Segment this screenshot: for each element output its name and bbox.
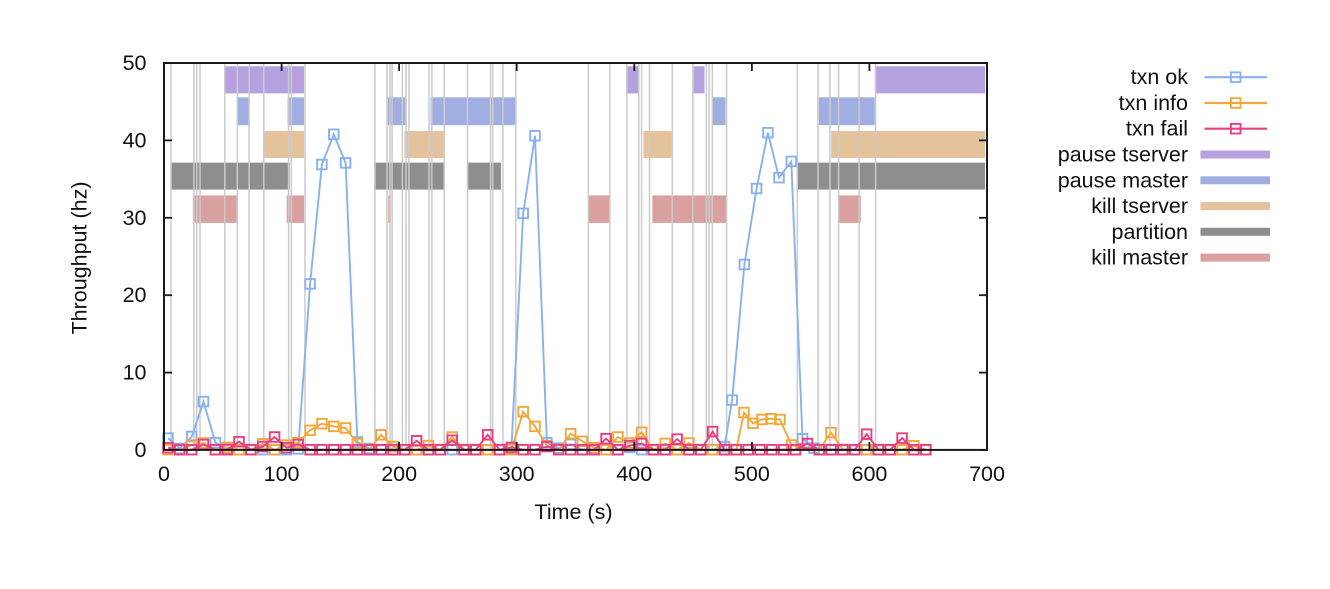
svg-text:30: 30 — [123, 206, 147, 230]
svg-text:400: 400 — [616, 462, 652, 486]
svg-text:500: 500 — [734, 462, 770, 486]
svg-text:txn info: txn info — [1119, 91, 1188, 115]
svg-text:10: 10 — [123, 361, 147, 385]
svg-text:txn ok: txn ok — [1131, 65, 1189, 89]
svg-text:pause master: pause master — [1058, 168, 1188, 192]
svg-text:kill master: kill master — [1091, 246, 1188, 270]
svg-text:200: 200 — [381, 462, 417, 486]
svg-text:300: 300 — [499, 462, 535, 486]
svg-text:100: 100 — [264, 462, 300, 486]
svg-text:20: 20 — [123, 283, 147, 307]
svg-text:txn fail: txn fail — [1126, 117, 1188, 141]
svg-text:kill tserver: kill tserver — [1091, 194, 1188, 218]
svg-text:0: 0 — [135, 438, 147, 462]
svg-text:partition: partition — [1112, 220, 1189, 244]
svg-text:pause tserver: pause tserver — [1058, 143, 1188, 167]
svg-text:0: 0 — [158, 462, 170, 486]
svg-text:Throughput (hz): Throughput (hz) — [67, 182, 91, 335]
svg-text:Time (s): Time (s) — [534, 500, 612, 524]
svg-text:700: 700 — [969, 462, 1005, 486]
svg-text:40: 40 — [123, 128, 147, 152]
svg-text:600: 600 — [851, 462, 887, 486]
svg-text:50: 50 — [123, 51, 147, 75]
